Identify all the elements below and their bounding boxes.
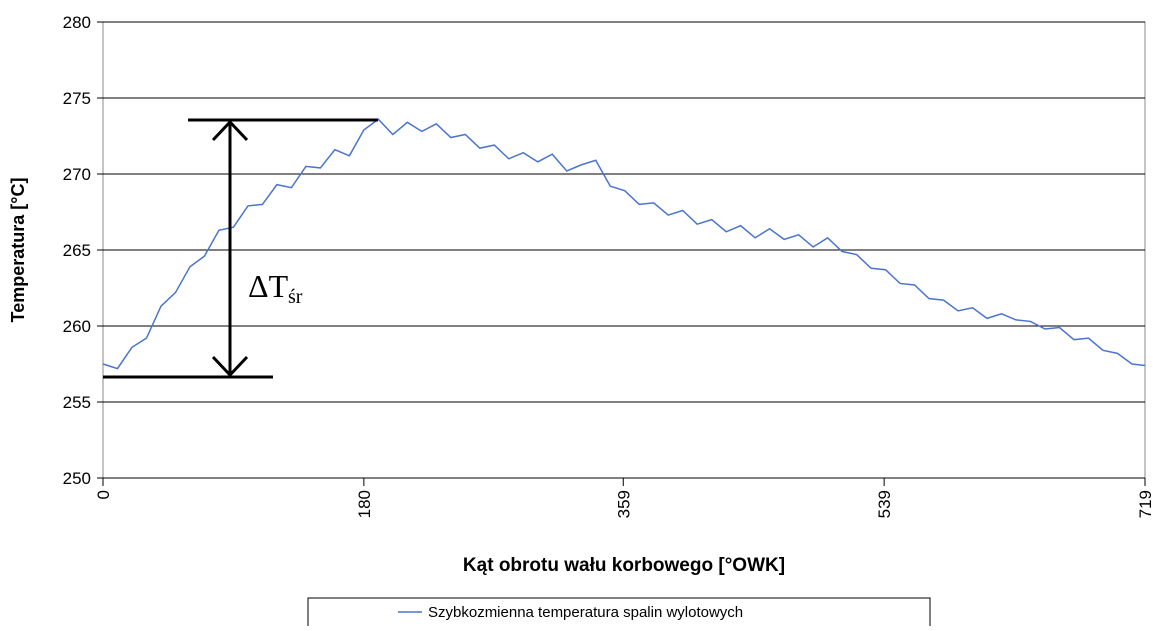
y-tick-label: 275	[63, 89, 91, 108]
x-tick-label: 0	[94, 490, 113, 499]
y-tick-label: 280	[63, 13, 91, 32]
y-tick-label: 255	[63, 393, 91, 412]
x-tick-label: 180	[355, 490, 374, 518]
x-tick-label: 719	[1136, 490, 1153, 518]
annotation-text: ΔT	[248, 268, 289, 304]
annotation-subscript: śr	[288, 286, 303, 308]
arrow-head	[211, 355, 249, 378]
legend-label: Szybkozmienna temperatura spalin wylotow…	[428, 604, 743, 621]
y-tick-label: 250	[63, 469, 91, 488]
x-axis-label: Kąt obrotu wału korbowego [°OWK]	[463, 555, 785, 576]
y-axis-label: Temperatura [°C]	[8, 178, 28, 323]
y-tick-label: 270	[63, 165, 91, 184]
y-tick-label: 265	[63, 241, 91, 260]
arrow-head	[211, 119, 249, 142]
data-line	[102, 118, 1146, 370]
x-tick-label: 539	[875, 490, 894, 518]
y-tick-label: 260	[63, 317, 91, 336]
annotation: ΔT śr	[103, 118, 378, 379]
x-tick-label: 359	[614, 490, 633, 518]
